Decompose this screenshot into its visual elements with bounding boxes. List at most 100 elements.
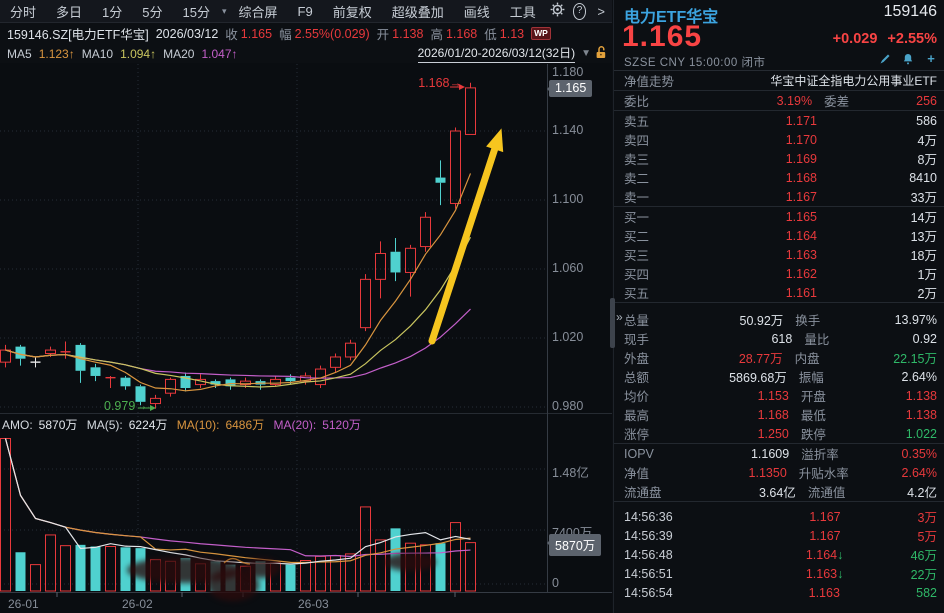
weibi-value: 3.19% — [776, 93, 813, 108]
price-change-pct: +2.55% — [887, 31, 937, 47]
tab-5min[interactable]: 5分 — [142, 4, 163, 20]
stat-row: 现手 618 量比 0.92 — [624, 331, 937, 348]
unlock-icon[interactable] — [595, 45, 608, 62]
x-axis-label: 26-03 — [298, 597, 329, 611]
bell-icon[interactable] — [900, 52, 916, 65]
help-icon[interactable]: ? — [572, 2, 587, 20]
stat-row: 总量 50.92万 换手 13.97% — [624, 312, 937, 329]
ma-bar: MA5 1.123↑ MA10 1.094↑ MA20 1.047↑ 2026/01/… — [0, 44, 612, 64]
ma10-value: 1.094↑ — [120, 46, 157, 61]
symbol-label[interactable]: 159146.SZ[电力ETF华宝] — [7, 28, 149, 42]
super-overlay-button[interactable]: 超级叠加 — [391, 4, 444, 20]
stat-row: 流通盘 3.64亿 流通值 4.2亿 — [624, 486, 937, 500]
bid-row[interactable]: 买五 1.161 2万 — [624, 285, 937, 302]
gear-icon[interactable] — [550, 2, 565, 20]
chevron-down-icon[interactable]: ▾ — [221, 5, 227, 16]
collapse-chevron[interactable]: » — [616, 310, 623, 324]
tick-row: 14:56:51 1.163 ↓ 22万 — [624, 566, 937, 583]
open-value: 1.138 — [392, 26, 424, 41]
trade-date: 2026/03/12 — [155, 26, 219, 41]
ma20-value: 1.047↑ — [201, 46, 238, 61]
volume-axis-label: 1.48亿 — [552, 466, 589, 480]
bid-row[interactable]: 买一 1.165 14万 — [624, 209, 937, 226]
price-change: +0.029 — [832, 31, 878, 47]
tick-list[interactable]: 14:56:36 1.167 3万 14:56:39 1.167 5万 14:56:48… — [614, 501, 944, 602]
kline-chart-region[interactable]: 1.180 1.165 1.140 1.100 1.060 1.020 0.98… — [0, 63, 612, 613]
x-axis-label: 26-02 — [122, 597, 153, 611]
price-axis-label: 1.100 — [552, 192, 584, 206]
amount-indicator-row: AMO: 5870万 MA(5): 6224万 MA(10): 6486万 MA(20… — [2, 418, 361, 432]
bid-book: 买一 1.165 14万 买二 1.164 13万 买三 1.163 18万 买四 1.162… — [614, 206, 944, 302]
price-axis-label: 0.980 — [552, 399, 584, 413]
volume-axis-label: 0 — [552, 576, 559, 590]
high-value: 1.168 — [445, 26, 478, 41]
tab-1min[interactable]: 1分 — [102, 4, 123, 20]
price-axis-label: 1.020 — [552, 330, 584, 344]
ma5-value: 1.123↑ — [38, 46, 75, 61]
weibi-row: 委比 3.19% 委差 256 — [614, 90, 944, 110]
add-icon[interactable]: + — [927, 51, 935, 66]
toolbar: 分时 多日 1分 5分 15分 ▾ 综合屏 F9 前复权 超级叠加 画线 工具 … — [0, 0, 612, 23]
quote-panel: 电力ETF华宝 159146 1.165 +0.029 +2.55% SZSE C… — [610, 0, 944, 613]
tab-15min[interactable]: 15分 — [182, 4, 210, 20]
quote-header: 电力ETF华宝 159146 1.165 +0.029 +2.55% SZSE C… — [614, 0, 944, 71]
price-axis-label: 1.180 — [552, 65, 584, 79]
stat-row: 涨停 1.250 跌停 1.022 — [624, 426, 937, 443]
bid-row[interactable]: 买二 1.164 13万 — [624, 228, 937, 245]
stat-row: IOPV 1.1609 溢折率 0.35% — [624, 446, 937, 463]
bid-row[interactable]: 买四 1.162 1万 — [624, 266, 937, 283]
wp-badge[interactable]: WP — [531, 27, 551, 40]
ask-row[interactable]: 卖三 1.169 8万 — [624, 151, 937, 168]
current-price-badge: 1.165 — [546, 80, 593, 97]
low-annotation: 0.979→ — [104, 399, 148, 413]
x-axis-label: 26-01 — [8, 597, 39, 611]
stat-row: 净值 1.1350 升贴水率 2.64% — [624, 465, 937, 482]
stat-row: 均价 1.153 开盘 1.138 — [624, 388, 937, 405]
stat-row: 总额 5869.68万 振幅 2.64% — [624, 369, 937, 386]
price-axis-label: 1.140 — [552, 123, 584, 137]
edit-icon[interactable] — [877, 52, 893, 65]
tools-button[interactable]: 工具 — [509, 4, 536, 20]
tick-row: 14:56:54 1.163 582 — [624, 585, 937, 600]
tick-row: 14:56:39 1.167 5万 — [624, 528, 937, 545]
stat-row: 外盘 28.77万 内盘 22.15万 — [624, 352, 937, 366]
chevron-down-icon[interactable]: ▼ — [581, 48, 591, 59]
tab-timeshare[interactable]: 分时 — [10, 4, 37, 20]
stock-code: 159146 — [883, 3, 937, 20]
ask-row[interactable]: 卖四 1.170 4万 — [624, 132, 937, 149]
price-axis-label: 1.060 — [552, 261, 584, 275]
last-price: 1.165 — [622, 20, 703, 53]
kline-chart-canvas[interactable] — [0, 63, 612, 613]
ask-row[interactable]: 卖一 1.167 33万 — [624, 189, 937, 206]
nav-row[interactable]: 净值走势 华宝中证全指电力公用事业ETF — [624, 74, 937, 89]
date-range-selector[interactable]: 2026/01/20-2026/03/12(32日) — [417, 44, 576, 63]
amo-value: 5870万 — [38, 418, 78, 432]
ask-book: 卖五 1.171 586 卖四 1.170 4万 卖三 1.169 8万 卖二 1.168 84… — [614, 110, 944, 206]
stats-block: 总量 50.92万 换手 13.97% 现手 618 量比 0.92 外盘 28.77万 内盘 2… — [614, 302, 944, 443]
weicha-value: 256 — [916, 93, 937, 108]
draw-line-button[interactable]: 画线 — [463, 4, 490, 20]
chevron-right-icon[interactable]: > — [597, 3, 605, 19]
current-amount-badge: 5870万 — [546, 534, 602, 556]
stock-name: 电力ETF华宝 — [624, 9, 719, 26]
tick-row: 14:56:36 1.167 3万 — [624, 509, 937, 526]
high-annotation: 1.168→ — [418, 76, 462, 90]
change-value: 2.55%(0.029) — [294, 26, 370, 41]
ask-row[interactable]: 卖五 1.171 586 — [624, 113, 937, 130]
tick-row: 14:56:48 1.164 ↓ 46万 — [624, 547, 937, 564]
composite-screen-button[interactable]: 综合屏 — [238, 4, 278, 20]
fund-full-name: 华宝中证全指电力公用事业ETF — [770, 74, 937, 88]
etf-stats-block: IOPV 1.1609 溢折率 0.35% 净值 1.1350 升贴水率 2.64% 流通盘… — [614, 443, 944, 501]
bid-row[interactable]: 买三 1.163 18万 — [624, 247, 937, 264]
stat-row: 最高 1.168 最低 1.138 — [624, 407, 937, 424]
ask-row[interactable]: 卖二 1.168 8410 — [624, 170, 937, 187]
tab-multiday[interactable]: 多日 — [56, 4, 83, 20]
low-value: 1.13 — [499, 26, 525, 41]
info-bar: 159146.SZ[电力ETF华宝] 2026/03/12 收 1.165 幅 2.… — [0, 23, 612, 44]
f9-button[interactable]: F9 — [297, 3, 313, 19]
forward-adjust-button[interactable]: 前复权 — [332, 4, 372, 20]
close-value: 1.165 — [240, 26, 273, 41]
market-status: SZSE CNY 15:00:00 闭市 — [624, 57, 766, 69]
panel-drag-handle[interactable] — [610, 298, 615, 348]
